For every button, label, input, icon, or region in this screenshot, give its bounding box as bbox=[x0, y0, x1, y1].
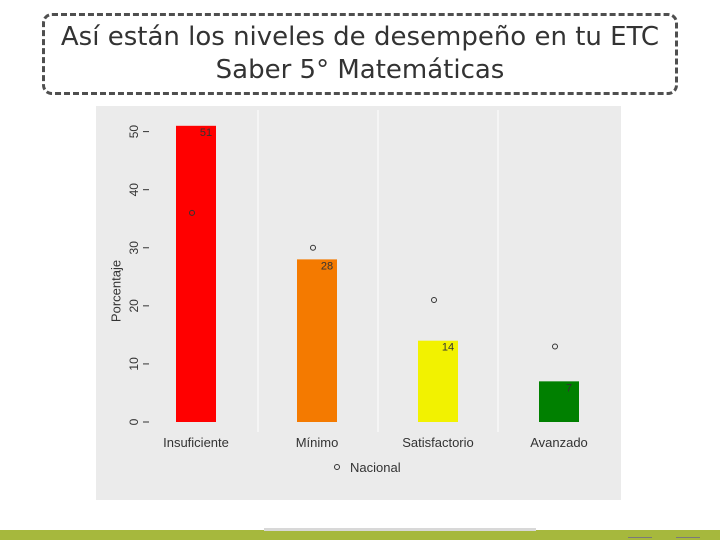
x-tick-label-0: Insuficiente bbox=[163, 435, 229, 450]
y-tick-label-5: 50 bbox=[127, 125, 141, 139]
nacional-point-2 bbox=[431, 297, 437, 304]
y-tick-label-3: 30 bbox=[127, 241, 141, 255]
bar-value-label-0: 51 bbox=[200, 127, 212, 139]
slide-title-box: Así están los niveles de desempeño en tu… bbox=[42, 13, 678, 95]
bar-value-label-3: 7 bbox=[566, 382, 572, 394]
bar-2 bbox=[418, 340, 458, 422]
nacional-point-1 bbox=[310, 244, 316, 251]
chart-panel: 0 10 20 30 40 50 Porcentaje 51 Insuficiente 28 Mín… bbox=[96, 106, 621, 500]
performance-bar-chart: 0 10 20 30 40 50 Porcentaje 51 Insuficiente 28 Mín… bbox=[109, 110, 588, 475]
y-tick-label-4: 40 bbox=[127, 183, 141, 197]
y-tick-label-0: 0 bbox=[127, 418, 141, 425]
footer-divider bbox=[264, 528, 536, 531]
bar-3 bbox=[539, 381, 579, 422]
x-tick-label-2: Satisfactorio bbox=[402, 435, 474, 450]
bar-0 bbox=[176, 125, 216, 423]
footer-tag-left bbox=[628, 530, 652, 538]
x-tick-label-1: Mínimo bbox=[296, 435, 339, 450]
y-tick-label-2: 20 bbox=[127, 299, 141, 313]
bar-1 bbox=[297, 259, 337, 422]
y-axis-title: Porcentaje bbox=[109, 260, 124, 322]
slide-title-line-1: Así están los niveles de desempeño en tu… bbox=[60, 22, 660, 52]
footer-tag-right bbox=[676, 530, 700, 538]
y-tick-label-1: 10 bbox=[127, 357, 141, 371]
bar-value-label-2: 14 bbox=[442, 342, 454, 354]
nacional-point-0 bbox=[189, 209, 195, 216]
bar-value-label-1: 28 bbox=[321, 260, 333, 272]
legend-nacional-label: Nacional bbox=[350, 460, 401, 475]
legend-nacional-marker bbox=[334, 464, 340, 470]
footer-accent-bar bbox=[0, 530, 720, 540]
nacional-point-3 bbox=[552, 343, 558, 350]
x-tick-label-3: Avanzado bbox=[530, 435, 588, 450]
slide-title-line-2: Saber 5° Matemáticas bbox=[215, 55, 505, 85]
